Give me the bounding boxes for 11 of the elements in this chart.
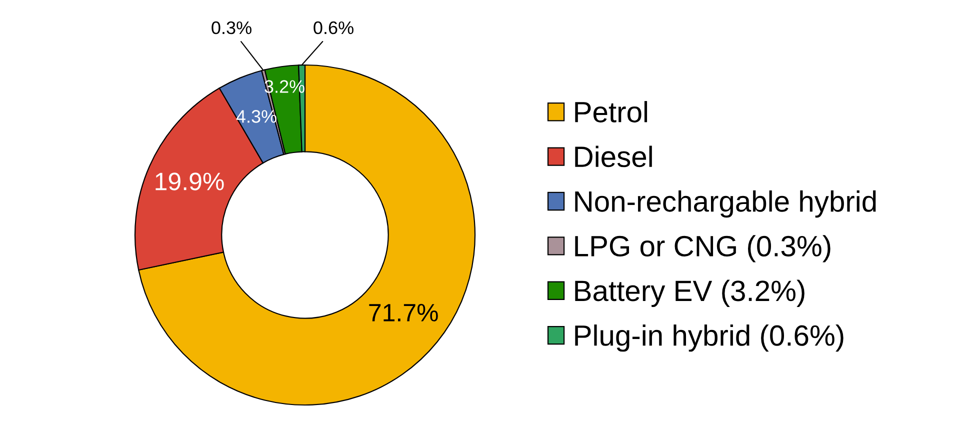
donut-slice: [138, 64, 476, 406]
legend-label: Battery EV (3.2%): [575, 280, 804, 307]
legend-label: Diesel: [575, 146, 652, 168]
data-label: 19.9%: [156, 172, 224, 190]
legend-label: Petrol: [575, 101, 648, 122]
data-label: 0.3%: [212, 21, 252, 34]
data-label: 71.7%: [369, 304, 438, 322]
data-label: 0.6%: [314, 21, 354, 34]
legend-label: Non-rechargable hybrid: [575, 190, 876, 218]
legend-label: LPG or CNG (0.3%): [575, 235, 830, 262]
legend-label: Plug-in hybrid (0.6%): [575, 324, 844, 352]
